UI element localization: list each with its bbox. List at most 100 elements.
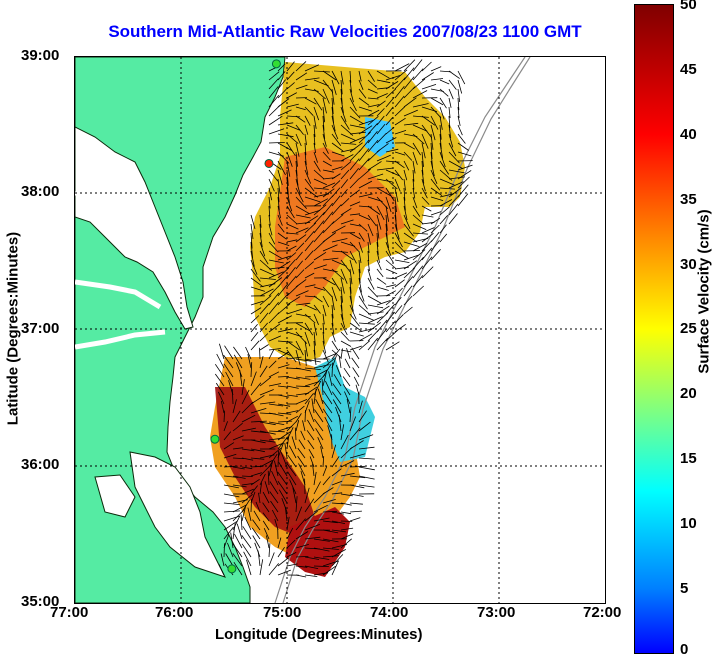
velocity-arrow (448, 176, 465, 180)
velocity-arrow (259, 214, 262, 228)
velocity-arrow (295, 385, 310, 388)
velocity-arrow (394, 151, 406, 156)
velocity-arrow (349, 106, 361, 119)
velocity-arrow (385, 106, 394, 117)
velocity-arrow (259, 303, 270, 315)
colorbar-tick-5: 5 (680, 580, 689, 597)
velocity-arrow (331, 304, 334, 319)
velocity-arrow (286, 169, 289, 186)
velocity-arrow (358, 475, 375, 480)
velocity-arrow (403, 232, 418, 243)
velocity-arrow (322, 70, 337, 81)
velocity-arrow (331, 322, 335, 335)
velocity-arrow (233, 354, 243, 369)
colorbar-title: Surface Velocity (cm/s) (695, 209, 713, 374)
velocity-arrow (259, 347, 261, 360)
velocity-arrow (349, 97, 357, 111)
velocity-arrow (394, 305, 403, 315)
velocity-arrow (322, 331, 325, 344)
velocity-arrow (313, 133, 316, 146)
velocity-arrow (358, 457, 375, 460)
velocity-arrow (277, 260, 291, 270)
velocity-arrow (232, 410, 241, 423)
velocity-arrow (421, 72, 434, 81)
velocity-arrow (385, 311, 396, 324)
velocity-arrow (457, 106, 460, 119)
velocity-arrow (367, 173, 384, 180)
velocity-arrow (403, 160, 410, 171)
y-tick-1: 38:00 (21, 183, 60, 200)
velocity-arrow (271, 509, 279, 522)
velocity-arrow (349, 223, 362, 227)
velocity-arrow (331, 133, 342, 146)
sound-water-2 (94, 474, 136, 518)
velocity-arrow (268, 259, 284, 264)
velocity-arrow (250, 439, 266, 444)
station-marker-2 (210, 434, 220, 444)
velocity-arrow (349, 484, 365, 489)
velocity-arrow (322, 499, 336, 504)
velocity-arrow (376, 167, 393, 171)
velocity-arrow (313, 79, 329, 87)
velocity-arrow (295, 205, 310, 215)
velocity-arrow (223, 442, 235, 450)
velocity-arrow (385, 81, 399, 90)
velocity-arrow (313, 471, 317, 486)
velocity-arrow (286, 516, 290, 531)
velocity-arrow (358, 313, 374, 321)
velocity-arrow (313, 229, 325, 243)
velocity-arrow (385, 284, 396, 288)
velocity-arrow (259, 295, 272, 306)
velocity-arrow (259, 430, 276, 435)
velocity-arrow (349, 517, 361, 522)
velocity-arrow (322, 304, 327, 317)
velocity-arrow (277, 63, 286, 72)
y-tick-2: 37:00 (21, 320, 60, 337)
velocity-arrow (439, 106, 445, 120)
velocity-arrow (340, 493, 353, 497)
velocity-arrow (335, 365, 342, 378)
velocity-arrow (412, 103, 429, 108)
velocity-arrow (412, 275, 424, 288)
velocity-arrow (439, 187, 456, 190)
velocity-arrow (403, 109, 418, 117)
velocity-arrow (240, 514, 243, 531)
velocity-arrow (340, 241, 356, 247)
velocity-arrow (304, 313, 316, 324)
velocity-arrow (376, 123, 386, 135)
velocity-arrow (259, 232, 263, 248)
velocity-arrow (457, 70, 466, 85)
velocity-arrow (295, 269, 305, 279)
velocity-arrow (313, 178, 327, 186)
velocity-arrow (376, 250, 380, 263)
velocity-arrow (430, 115, 439, 130)
velocity-arrow (268, 178, 275, 192)
velocity-arrow (250, 430, 267, 433)
velocity-arrow (394, 314, 404, 324)
velocity-arrow (298, 463, 306, 477)
velocity-arrow (340, 179, 349, 189)
velocity-arrow (277, 255, 292, 261)
velocity-arrow (277, 431, 292, 441)
velocity-arrow (295, 214, 311, 219)
velocity-arrow (394, 279, 405, 288)
velocity-arrow (286, 563, 298, 567)
velocity-arrow (342, 376, 351, 387)
velocity-arrow (313, 220, 325, 234)
velocity-arrow (286, 252, 297, 261)
velocity-arrow (232, 543, 243, 558)
velocity-arrow (286, 385, 299, 389)
velocity-arrow (331, 225, 346, 234)
velocity-arrow (358, 214, 371, 221)
velocity-arrow (313, 70, 330, 73)
velocity-arrow (340, 340, 352, 347)
velocity-arrow (358, 180, 373, 189)
velocity-arrow (289, 479, 297, 495)
velocity-arrow (304, 340, 308, 357)
velocity-arrow (268, 214, 271, 226)
velocity-arrow (295, 187, 304, 203)
velocity-arrow (322, 466, 328, 477)
velocity-arrow (412, 59, 423, 72)
velocity-arrow (367, 149, 380, 162)
velocity-arrow (376, 115, 385, 126)
